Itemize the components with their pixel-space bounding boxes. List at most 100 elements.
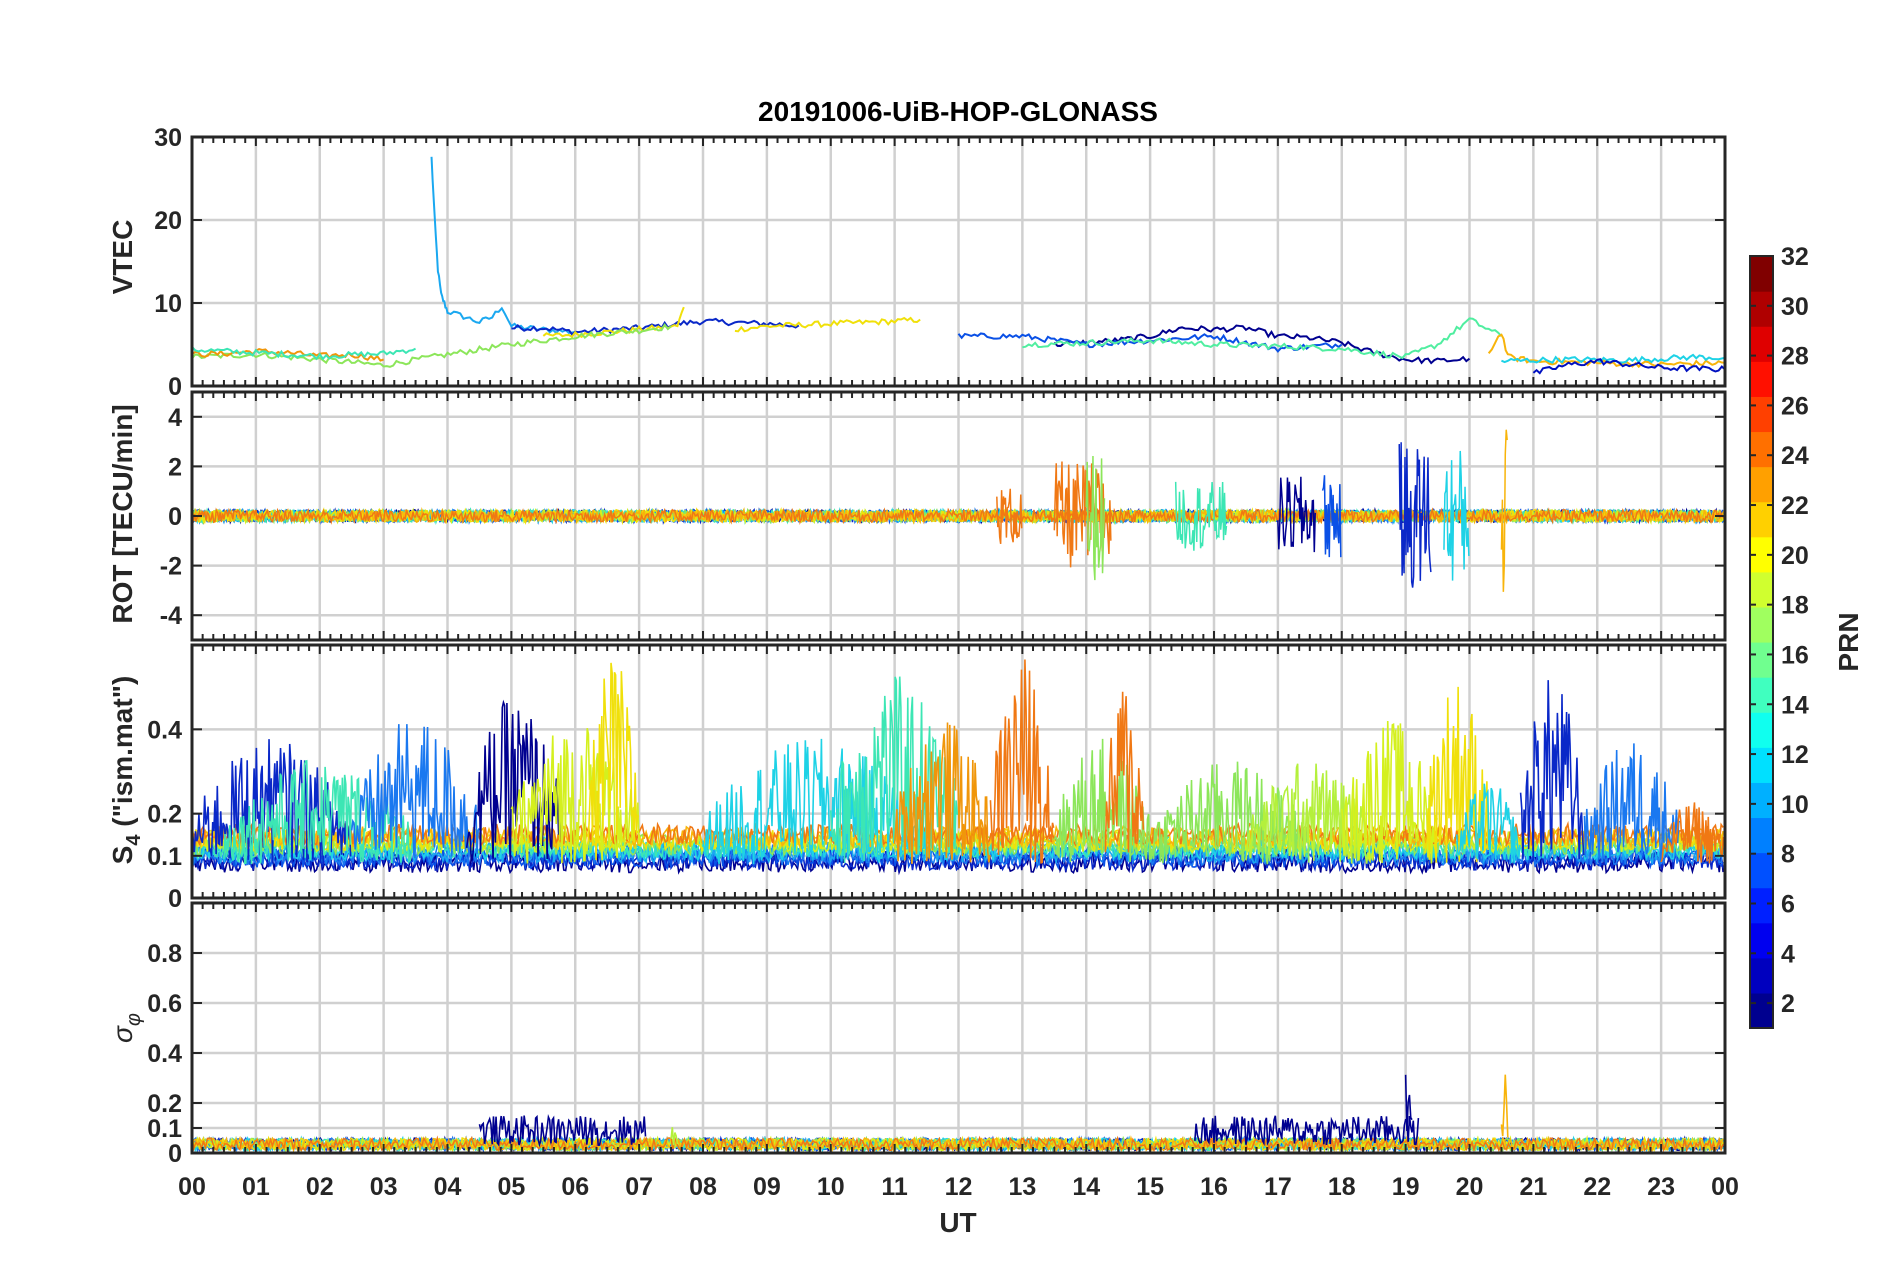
y-tick-label: 20 [154, 207, 182, 235]
s4-burst-13 [1245, 763, 1375, 864]
colorbar-tick-label: 14 [1781, 691, 1809, 719]
x-tick-label: 16 [1200, 1173, 1228, 1201]
x-tick-label: 14 [1072, 1173, 1100, 1201]
colorbar-label: PRN [1833, 612, 1864, 671]
colorbar-tick-label: 28 [1781, 343, 1809, 371]
vtec-series-prn-4 [1532, 358, 1725, 375]
y-tick-label: 0 [168, 1140, 182, 1168]
s4-burst-8 [893, 722, 991, 864]
colorbar-tick-label: 26 [1781, 392, 1809, 420]
colorbar-tick-label: 20 [1781, 542, 1809, 570]
colorbar-tick-label: 12 [1781, 741, 1809, 769]
vtec-series-prn-15 [1022, 317, 1503, 360]
colorbar-tick-label: 30 [1781, 293, 1809, 321]
rot-burst-0 [996, 488, 1023, 545]
x-tick-label: 09 [753, 1173, 781, 1201]
colorbar-segment [1750, 606, 1773, 643]
s4-burst-17 [1519, 680, 1585, 861]
x-tick-label: 01 [242, 1173, 270, 1201]
colorbar-tick-label: 24 [1781, 442, 1809, 470]
x-tick-label: 00 [1711, 1173, 1739, 1201]
x-tick-label: 11 [881, 1173, 908, 1201]
colorbar-tick-label: 6 [1781, 890, 1795, 918]
rot-trace-11 [192, 507, 1725, 526]
x-tick-label: 13 [1008, 1173, 1036, 1201]
x-tick-label: 21 [1519, 1173, 1547, 1201]
colorbar-tick-label: 4 [1781, 940, 1795, 968]
y-tick-label: 0.8 [147, 940, 182, 968]
s4-burst-18 [1583, 743, 1680, 866]
colorbar-segment [1750, 992, 1773, 1029]
y-tick-label: 4 [168, 404, 182, 432]
colorbar-segment [1750, 361, 1773, 397]
panel-sigma: 00.10.2 0.4 0.6 0.8 σφ [107, 901, 1727, 1168]
panel-s4: 0 0.1 0.2 0.4S4 ("ism.mat") [107, 643, 1727, 913]
plot-area-vtec [192, 156, 1725, 375]
chart-title: 20191006-UiB-HOP-GLONASS [758, 96, 1158, 127]
y-tick-label: 0 [168, 885, 182, 913]
colorbar-tick-label: 22 [1781, 492, 1809, 520]
x-tick-label: 22 [1583, 1173, 1611, 1201]
colorbar-segment [1750, 782, 1773, 819]
colorbar-frame [1749, 255, 1774, 1029]
vtec-series-prn-3 [511, 317, 800, 336]
y-axis-label-sigma: σφ [107, 1013, 145, 1043]
s4-burst-4 [510, 727, 640, 864]
rot-burst-7 [1443, 450, 1470, 581]
x-tick-label: 19 [1392, 1173, 1420, 1201]
y-tick-label: 0.4 [147, 1040, 182, 1068]
x-tick-label: 03 [370, 1173, 398, 1201]
x-tick-label: 15 [1136, 1173, 1164, 1201]
s4-burst-2 [350, 724, 480, 859]
colorbar-tick-label: 32 [1781, 243, 1809, 271]
colorbar-segment [1750, 291, 1773, 327]
y-tick-label: 10 [154, 290, 182, 318]
x-tick-label: 12 [945, 1173, 973, 1201]
colorbar-tick-label: 10 [1781, 791, 1809, 819]
vtec-series-prn-20 [734, 316, 921, 333]
x-tick-label: 18 [1328, 1173, 1356, 1201]
colorbar-segment [1750, 922, 1773, 959]
y-tick-label: -2 [160, 553, 182, 581]
colorbar-segment [1750, 466, 1773, 503]
s4-burst-7 [829, 676, 959, 863]
colorbar-segment [1750, 256, 1773, 292]
s4-trace-8 [192, 828, 1724, 856]
s4-burst-11 [1104, 691, 1145, 853]
y-tick-label: 0.2 [147, 1090, 182, 1118]
colorbar-segment [1750, 957, 1773, 994]
y-tick-label: 30 [154, 124, 182, 152]
s4-burst-14 [1340, 721, 1438, 864]
y-tick-label: 0.1 [147, 843, 182, 871]
s4-trace-4 [192, 839, 1724, 866]
x-tick-label: 05 [497, 1173, 525, 1201]
y-tick-label: 0.6 [147, 990, 182, 1018]
sigma-burst-1 [1194, 1115, 1420, 1146]
rot-burst-8 [1500, 429, 1508, 592]
x-axis: 00 01 02 03 04 05 06 07 08 09 10 11 12 13 14 15 16 17 18 19… [178, 1173, 1739, 1201]
vtec-series-prn-23 [192, 348, 384, 362]
rot-burst-2 [1085, 455, 1106, 581]
y-tick-label: 2 [168, 453, 182, 481]
y-axis-label-s4: S4 ("ism.mat") [107, 676, 145, 865]
vtec-series-prn-16 [192, 322, 672, 368]
rot-burst-4 [1277, 476, 1316, 553]
colorbar-segment [1750, 571, 1773, 608]
colorbar-segment [1750, 536, 1773, 573]
colorbar-segment [1750, 747, 1773, 783]
y-tick-label: 0.1 [147, 1115, 182, 1143]
s4-burst-9 [989, 659, 1055, 864]
rot-burst-5 [1321, 475, 1342, 558]
y-tick-label: -4 [160, 602, 182, 630]
colorbar-segment [1750, 887, 1773, 924]
y-axis-label-vtec: VTEC [107, 220, 138, 295]
panel-vtec: 0 10 20 30 VTEC [107, 124, 1727, 401]
x-tick-label: 10 [817, 1173, 845, 1201]
x-tick-label: 06 [561, 1173, 589, 1201]
rot-trace-8 [192, 507, 1725, 526]
colorbar-tick-label: 2 [1781, 990, 1795, 1018]
